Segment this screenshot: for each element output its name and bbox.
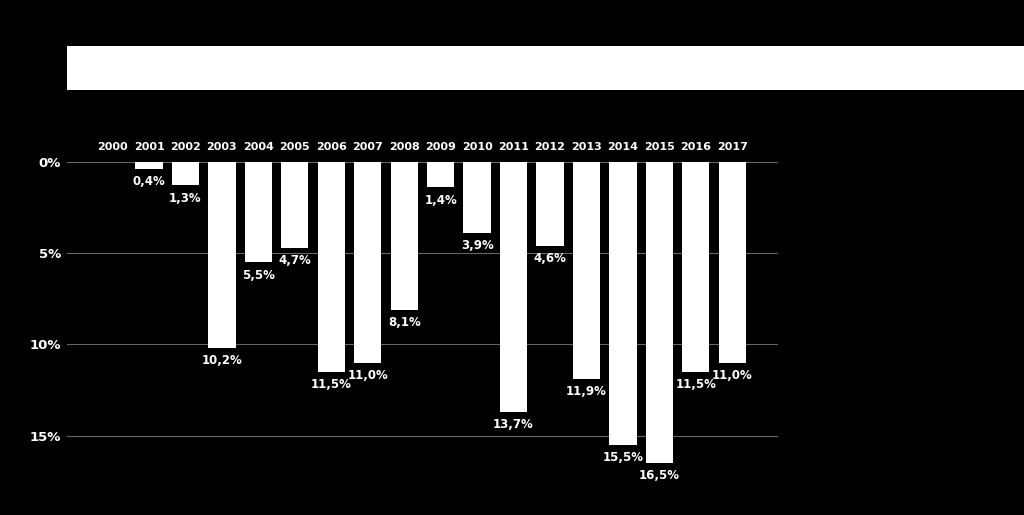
- Bar: [282, 162, 308, 248]
- Bar: [500, 162, 527, 412]
- Text: 2001: 2001: [134, 142, 165, 152]
- Bar: [572, 162, 600, 379]
- Text: 2013: 2013: [571, 142, 602, 152]
- Text: 4,6%: 4,6%: [534, 252, 566, 265]
- Text: 2008: 2008: [389, 142, 420, 152]
- Text: 15,5%: 15,5%: [602, 451, 643, 464]
- Text: 1,3%: 1,3%: [169, 192, 202, 205]
- Bar: [609, 162, 637, 445]
- Text: 2010: 2010: [462, 142, 493, 152]
- Text: 2012: 2012: [535, 142, 565, 152]
- Bar: [317, 162, 345, 372]
- Text: 11,5%: 11,5%: [311, 378, 351, 391]
- Text: 4,7%: 4,7%: [279, 254, 311, 267]
- Text: 16,5%: 16,5%: [639, 470, 680, 483]
- Text: 2006: 2006: [315, 142, 347, 152]
- Bar: [354, 162, 381, 363]
- Bar: [208, 162, 236, 348]
- Bar: [682, 162, 710, 372]
- Bar: [719, 162, 745, 363]
- Text: 2005: 2005: [280, 142, 310, 152]
- Text: 2002: 2002: [170, 142, 201, 152]
- Text: 8,1%: 8,1%: [388, 316, 421, 329]
- Bar: [427, 162, 455, 187]
- Text: 2009: 2009: [425, 142, 456, 152]
- Text: 2017: 2017: [717, 142, 748, 152]
- Text: 2003: 2003: [207, 142, 238, 152]
- Text: 13,7%: 13,7%: [494, 418, 534, 431]
- Bar: [390, 162, 418, 310]
- Bar: [172, 162, 199, 185]
- Text: 5,5%: 5,5%: [242, 268, 274, 282]
- Text: 2000: 2000: [97, 142, 128, 152]
- Bar: [646, 162, 673, 463]
- Text: 0,4%: 0,4%: [133, 176, 166, 188]
- Text: 2016: 2016: [680, 142, 712, 152]
- Text: 2007: 2007: [352, 142, 383, 152]
- Bar: [245, 162, 272, 262]
- Text: 11,0%: 11,0%: [347, 369, 388, 382]
- Text: 2011: 2011: [498, 142, 529, 152]
- Text: 11,5%: 11,5%: [676, 378, 716, 391]
- Text: 2004: 2004: [243, 142, 273, 152]
- Text: 2015: 2015: [644, 142, 675, 152]
- Text: 10,2%: 10,2%: [202, 354, 243, 367]
- Text: 3,9%: 3,9%: [461, 239, 494, 252]
- Text: 11,0%: 11,0%: [712, 369, 753, 382]
- Bar: [537, 162, 563, 246]
- Text: 2014: 2014: [607, 142, 638, 152]
- Text: 11,9%: 11,9%: [566, 385, 607, 399]
- Text: 1,4%: 1,4%: [424, 194, 457, 207]
- Bar: [464, 162, 490, 233]
- Bar: [135, 162, 163, 169]
